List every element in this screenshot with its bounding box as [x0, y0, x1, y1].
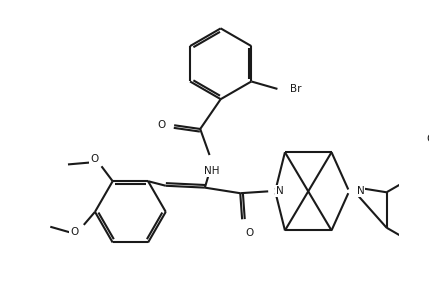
Text: N: N	[356, 186, 364, 196]
Text: O: O	[426, 134, 429, 144]
Text: O: O	[90, 154, 98, 164]
Text: O: O	[70, 227, 79, 237]
Text: O: O	[246, 228, 254, 238]
Text: N: N	[276, 186, 284, 196]
Text: O: O	[157, 120, 166, 130]
Text: NH: NH	[204, 166, 219, 176]
Text: Br: Br	[290, 84, 302, 94]
